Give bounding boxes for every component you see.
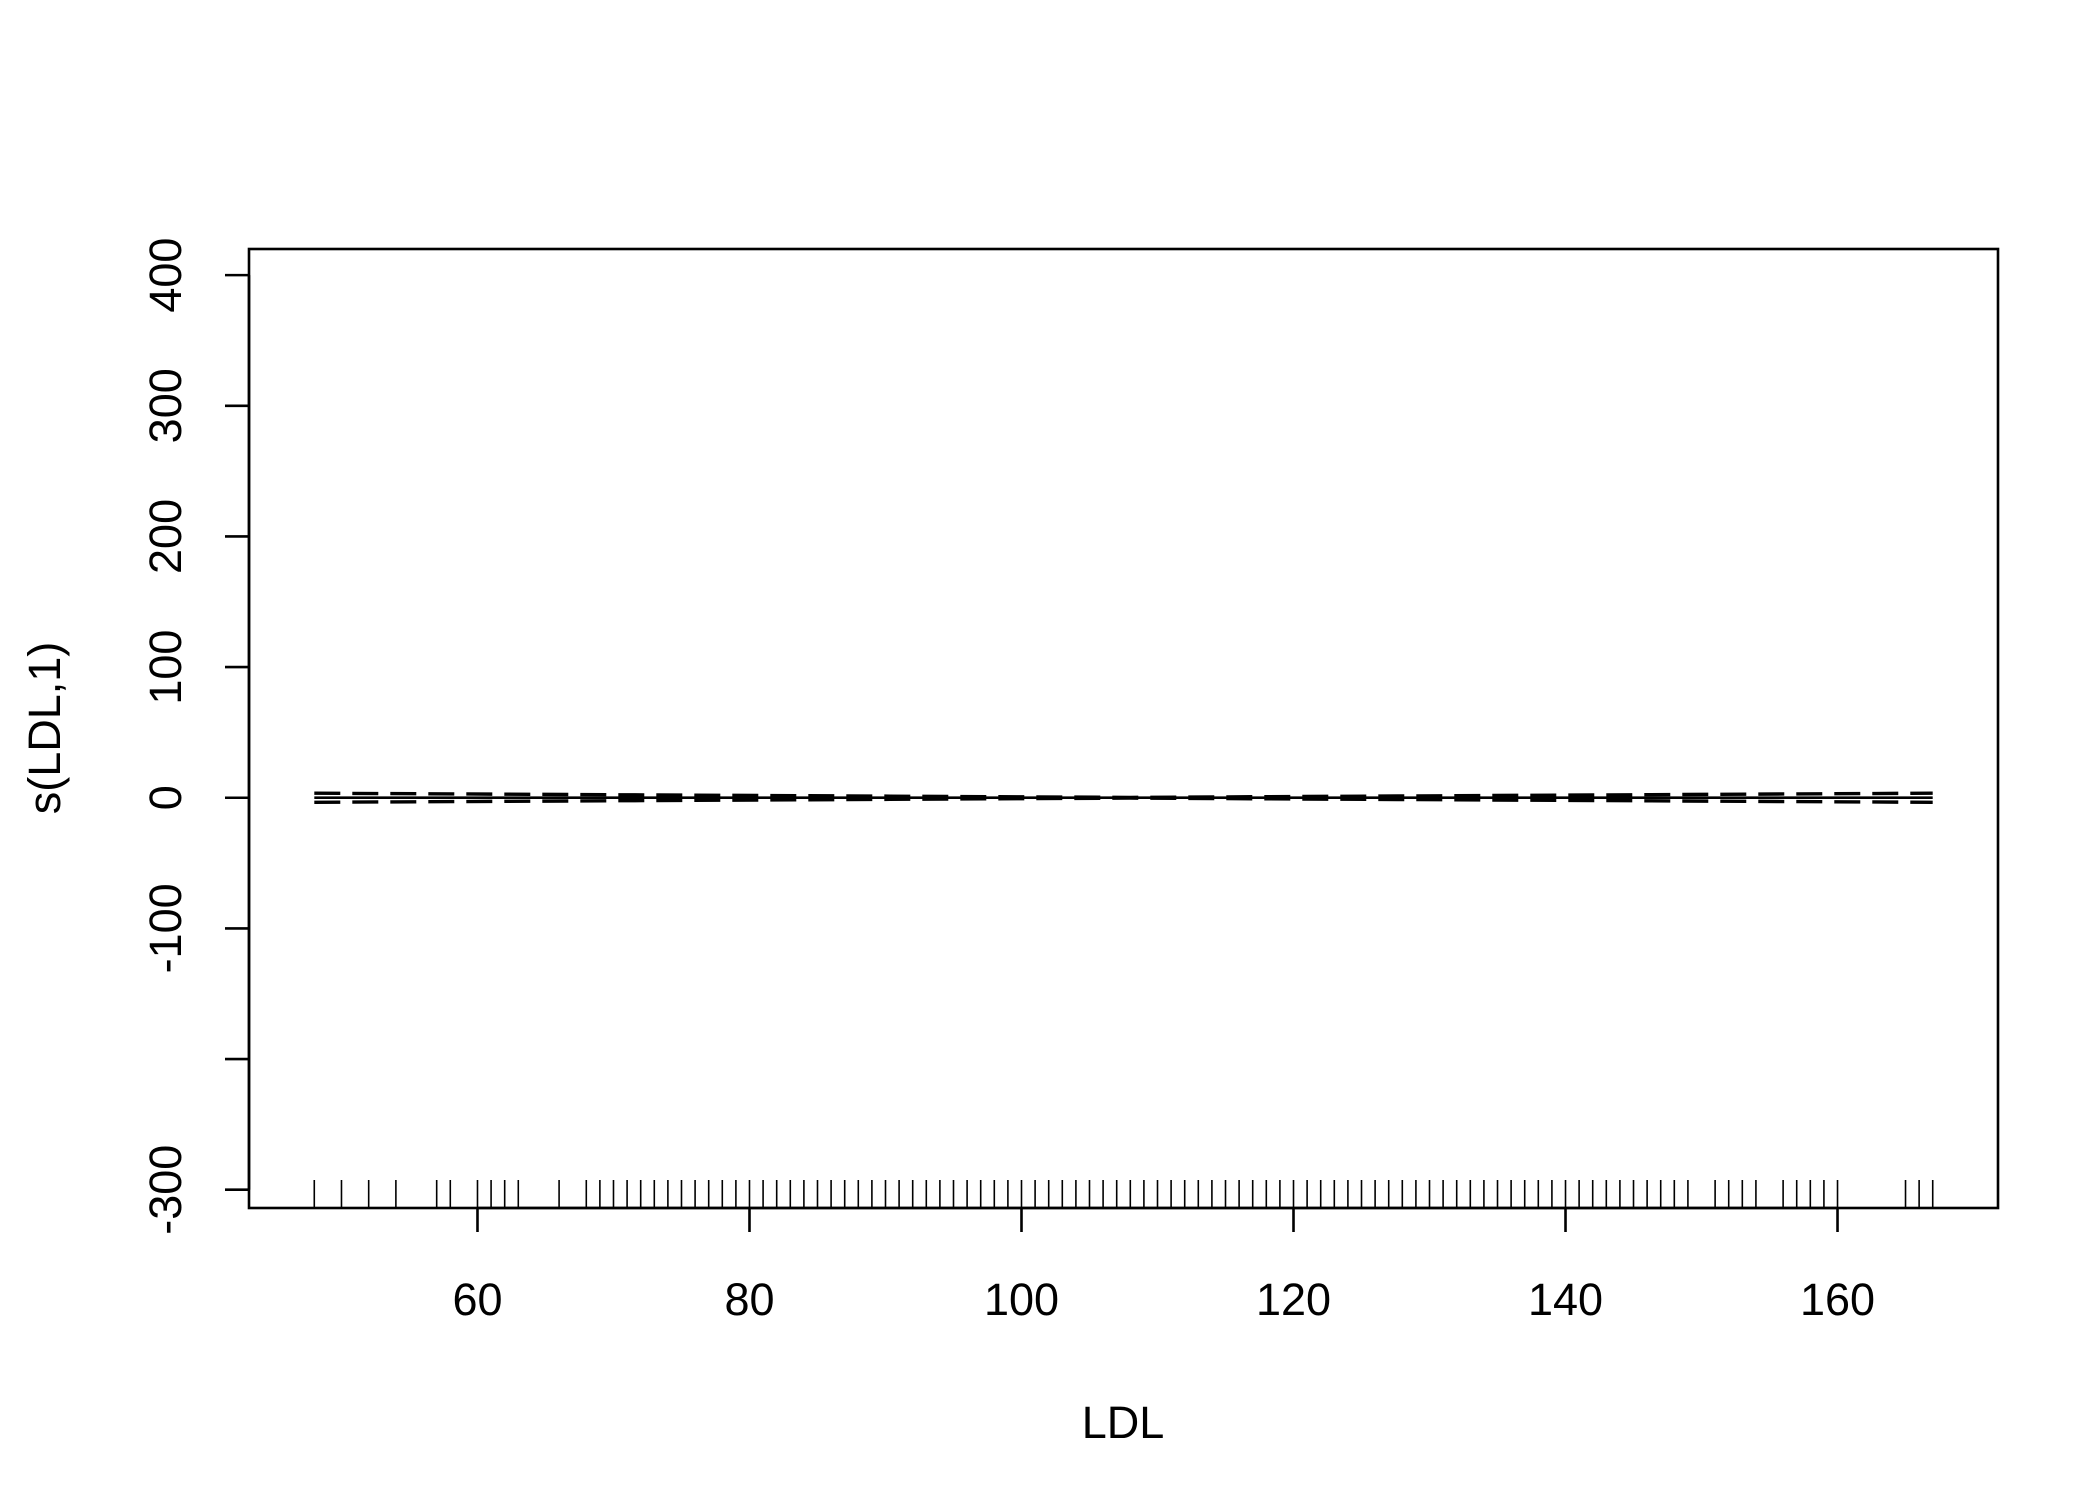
series-layer	[314, 791, 1933, 804]
rug-layer	[313, 1180, 1934, 1208]
x-tick-label: 80	[724, 1274, 774, 1325]
y-tick-label: -300	[140, 1145, 191, 1235]
x-tick-label: 120	[1256, 1274, 1331, 1325]
x-axis: 60 80 100 120 140 160	[452, 1206, 1875, 1325]
y-tick-label: 100	[140, 630, 191, 705]
y-tick-label: 200	[140, 499, 191, 574]
y-tick-label: 400	[140, 238, 191, 313]
x-axis-title: LDL	[1082, 1397, 1165, 1448]
y-axis-title: s(LDL,1)	[19, 642, 70, 815]
x-tick-label: 160	[1800, 1274, 1875, 1325]
y-axis: -300 -100 0 100 200 300 400	[140, 238, 251, 1235]
y-tick-label: -100	[140, 883, 191, 973]
y-tick-label: 300	[140, 368, 191, 443]
x-tick-label: 140	[1528, 1274, 1603, 1325]
y-tick-label: 0	[140, 785, 191, 810]
plot-frame	[247, 247, 2000, 1210]
x-tick-label: 60	[452, 1274, 502, 1325]
x-tick-label: 100	[984, 1274, 1059, 1325]
confidence-band-2	[314, 796, 1933, 804]
